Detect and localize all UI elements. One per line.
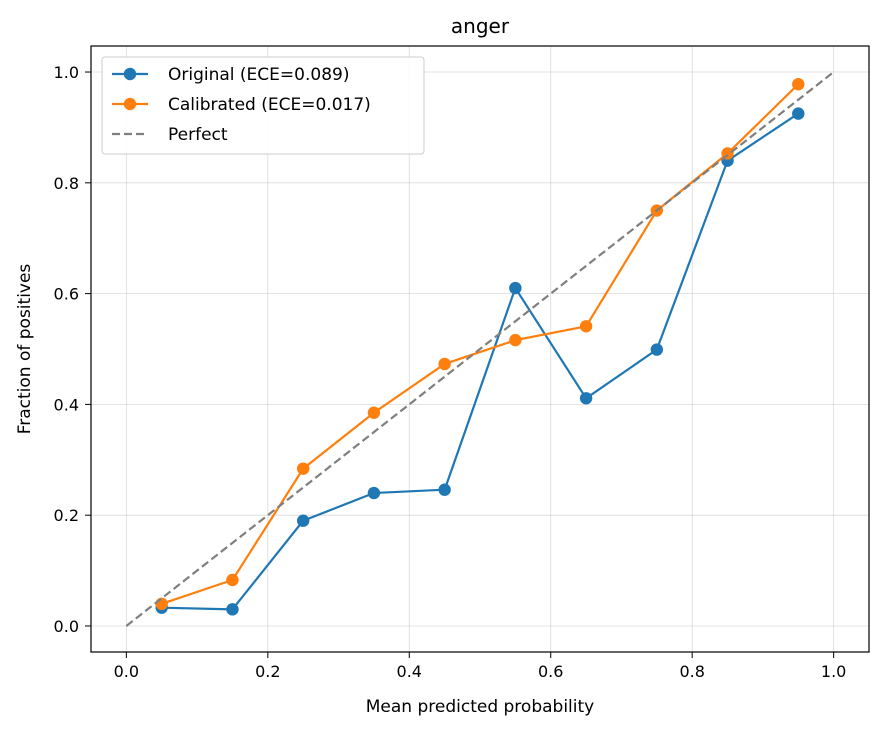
y-tick-label: 0.6: [54, 285, 79, 304]
x-tick-label: 1.0: [821, 662, 846, 681]
legend-box: [101, 56, 425, 155]
calibrated-data-point: [579, 320, 593, 333]
x-tick-label: 0.4: [397, 662, 422, 681]
y-tick-label: 0.0: [54, 617, 79, 636]
axis-ticks: 0.0 0.2 0.4 0.6 0.8 1.0 0.0 0.2 0.4 0.6 0.8 1.0: [54, 63, 847, 681]
calibrated-data-point: [155, 597, 168, 611]
calibrated-series-line: [161, 83, 800, 605]
y-tick-label: 0.8: [54, 174, 79, 193]
chart-title: anger: [451, 14, 510, 38]
original-data-point: [367, 486, 381, 500]
perfect-series-line: [125, 71, 835, 627]
original-data-point: [579, 392, 593, 405]
calibrated-data-point: [792, 78, 805, 91]
x-tick-label: 0.6: [538, 662, 563, 681]
calibrated-data-point: [438, 357, 451, 371]
x-tick-label: 0.8: [679, 662, 704, 681]
calibrated-data-point: [367, 406, 381, 419]
series-layer: [125, 71, 835, 627]
y-tick-label: 0.4: [54, 395, 79, 414]
original-data-point: [650, 343, 664, 356]
legend-calibrated-marker: [123, 97, 137, 111]
x-tick-label: 0.0: [114, 662, 139, 681]
original-series-line: [161, 112, 799, 611]
x-axis-label: Mean predicted probability: [366, 697, 594, 717]
calibrated-data-point: [509, 333, 522, 347]
legend-original-marker: [123, 67, 137, 81]
calibrated-data-point: [226, 573, 239, 587]
plot-frame: [90, 45, 870, 653]
legend-perfect-label: Perfect: [168, 125, 228, 145]
calibrated-data-point: [296, 462, 310, 475]
original-data-point: [792, 107, 805, 120]
original-data-point: [438, 483, 451, 496]
x-tick-label: 0.2: [255, 662, 280, 681]
original-data-point: [509, 281, 522, 295]
legend: Original (ECE=0.089) Calibrated (ECE=0.01…: [101, 56, 425, 155]
legend-original-label: Original (ECE=0.089): [168, 65, 349, 85]
y-axis-label: Fraction of positives: [15, 264, 35, 435]
original-data-point: [296, 514, 310, 527]
original-data-point: [226, 603, 239, 616]
y-tick-label: 0.2: [54, 506, 79, 525]
legend-calibrated-label: Calibrated (ECE=0.017): [168, 95, 371, 115]
y-tick-label: 1.0: [54, 63, 79, 82]
